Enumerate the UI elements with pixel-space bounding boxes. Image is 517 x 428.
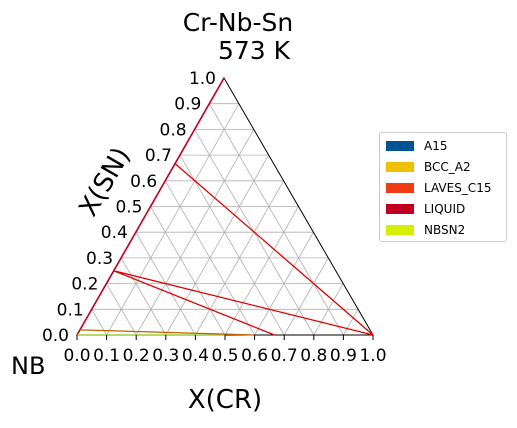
y-tick-label: 0.3 xyxy=(86,249,113,269)
grid-line-diagonal xyxy=(120,257,167,336)
y-tick-label: 0.0 xyxy=(42,326,69,346)
tie-line xyxy=(113,270,374,336)
y-tick-label: 0.1 xyxy=(57,300,84,320)
legend-swatch xyxy=(386,183,414,193)
legend-label: BCC_A2 xyxy=(424,160,471,174)
legend-label: A15 xyxy=(424,139,448,153)
corner-label: NB xyxy=(11,352,45,380)
legend-item: LAVES_C15 xyxy=(386,180,491,196)
x-tick-label: 0.4 xyxy=(182,346,209,366)
legend-swatch xyxy=(386,204,414,214)
x-tick-label: 0.6 xyxy=(241,346,268,366)
tie-line xyxy=(79,329,255,336)
grid-line-diagonal xyxy=(208,103,344,336)
x-tick-label: 0.9 xyxy=(330,346,357,366)
grid-line-vertical xyxy=(343,309,359,336)
legend-label: LAVES_C15 xyxy=(424,181,492,195)
grid-line-vertical xyxy=(224,206,299,336)
grid-line-diagonal xyxy=(179,154,285,336)
legend-label: LIQUID xyxy=(424,202,466,216)
tie-line xyxy=(174,163,374,336)
y-tick-label: 0.2 xyxy=(71,275,98,295)
grid-line-diagonal xyxy=(164,180,255,336)
legend-item: LIQUID xyxy=(386,201,465,217)
grid-line-vertical xyxy=(106,103,240,336)
legend-item: A15 xyxy=(386,138,447,154)
legend-swatch xyxy=(386,225,414,235)
x-axis-label: X(CR) xyxy=(188,385,262,415)
legend-label: NBSN2 xyxy=(424,223,466,237)
grid-line-diagonal xyxy=(150,206,226,336)
legend-swatch xyxy=(386,141,414,151)
legend-swatch xyxy=(386,162,414,172)
tick-labels: 0.0 0.1 0.2 0.3 0.4 0.5 0.6 0.7 0.8 0.9 1.00.00.10… xyxy=(42,69,387,366)
grid xyxy=(91,103,359,336)
x-tick-label: 0.0 xyxy=(63,346,90,366)
grid-line-diagonal xyxy=(106,283,137,336)
y-tick-label: 1.0 xyxy=(189,69,216,89)
x-tick-label: 1.0 xyxy=(359,346,386,366)
grid-line-vertical xyxy=(165,154,270,336)
y-tick-label: 0.5 xyxy=(115,198,142,218)
y-tick-label: 0.7 xyxy=(145,146,172,166)
y-tick-label: 0.9 xyxy=(174,95,201,115)
x-tick-label: 0.8 xyxy=(300,346,327,366)
chart-title: Cr-Nb-Sn xyxy=(183,8,293,37)
x-tick-label: 0.7 xyxy=(271,346,298,366)
x-tick-label: 0.2 xyxy=(123,346,150,366)
chart-subtitle: 573 K xyxy=(218,36,291,65)
edge-phase-line xyxy=(76,77,225,336)
tie-line xyxy=(113,270,275,336)
x-tick-label: 0.5 xyxy=(211,346,238,366)
legend: A15 BCC_A2 LAVES_C15 LIQUID NBSN2 xyxy=(379,132,507,242)
tie-lines xyxy=(76,77,374,336)
y-tick-label: 0.4 xyxy=(101,223,128,243)
x-tick-label: 0.3 xyxy=(152,346,179,366)
grid-line-vertical xyxy=(283,257,329,336)
x-tick-label: 0.1 xyxy=(93,346,120,366)
legend-item: BCC_A2 xyxy=(386,159,471,175)
y-tick-label: 0.6 xyxy=(130,172,157,192)
legend-item: NBSN2 xyxy=(386,222,465,238)
y-tick-label: 0.8 xyxy=(160,120,187,140)
